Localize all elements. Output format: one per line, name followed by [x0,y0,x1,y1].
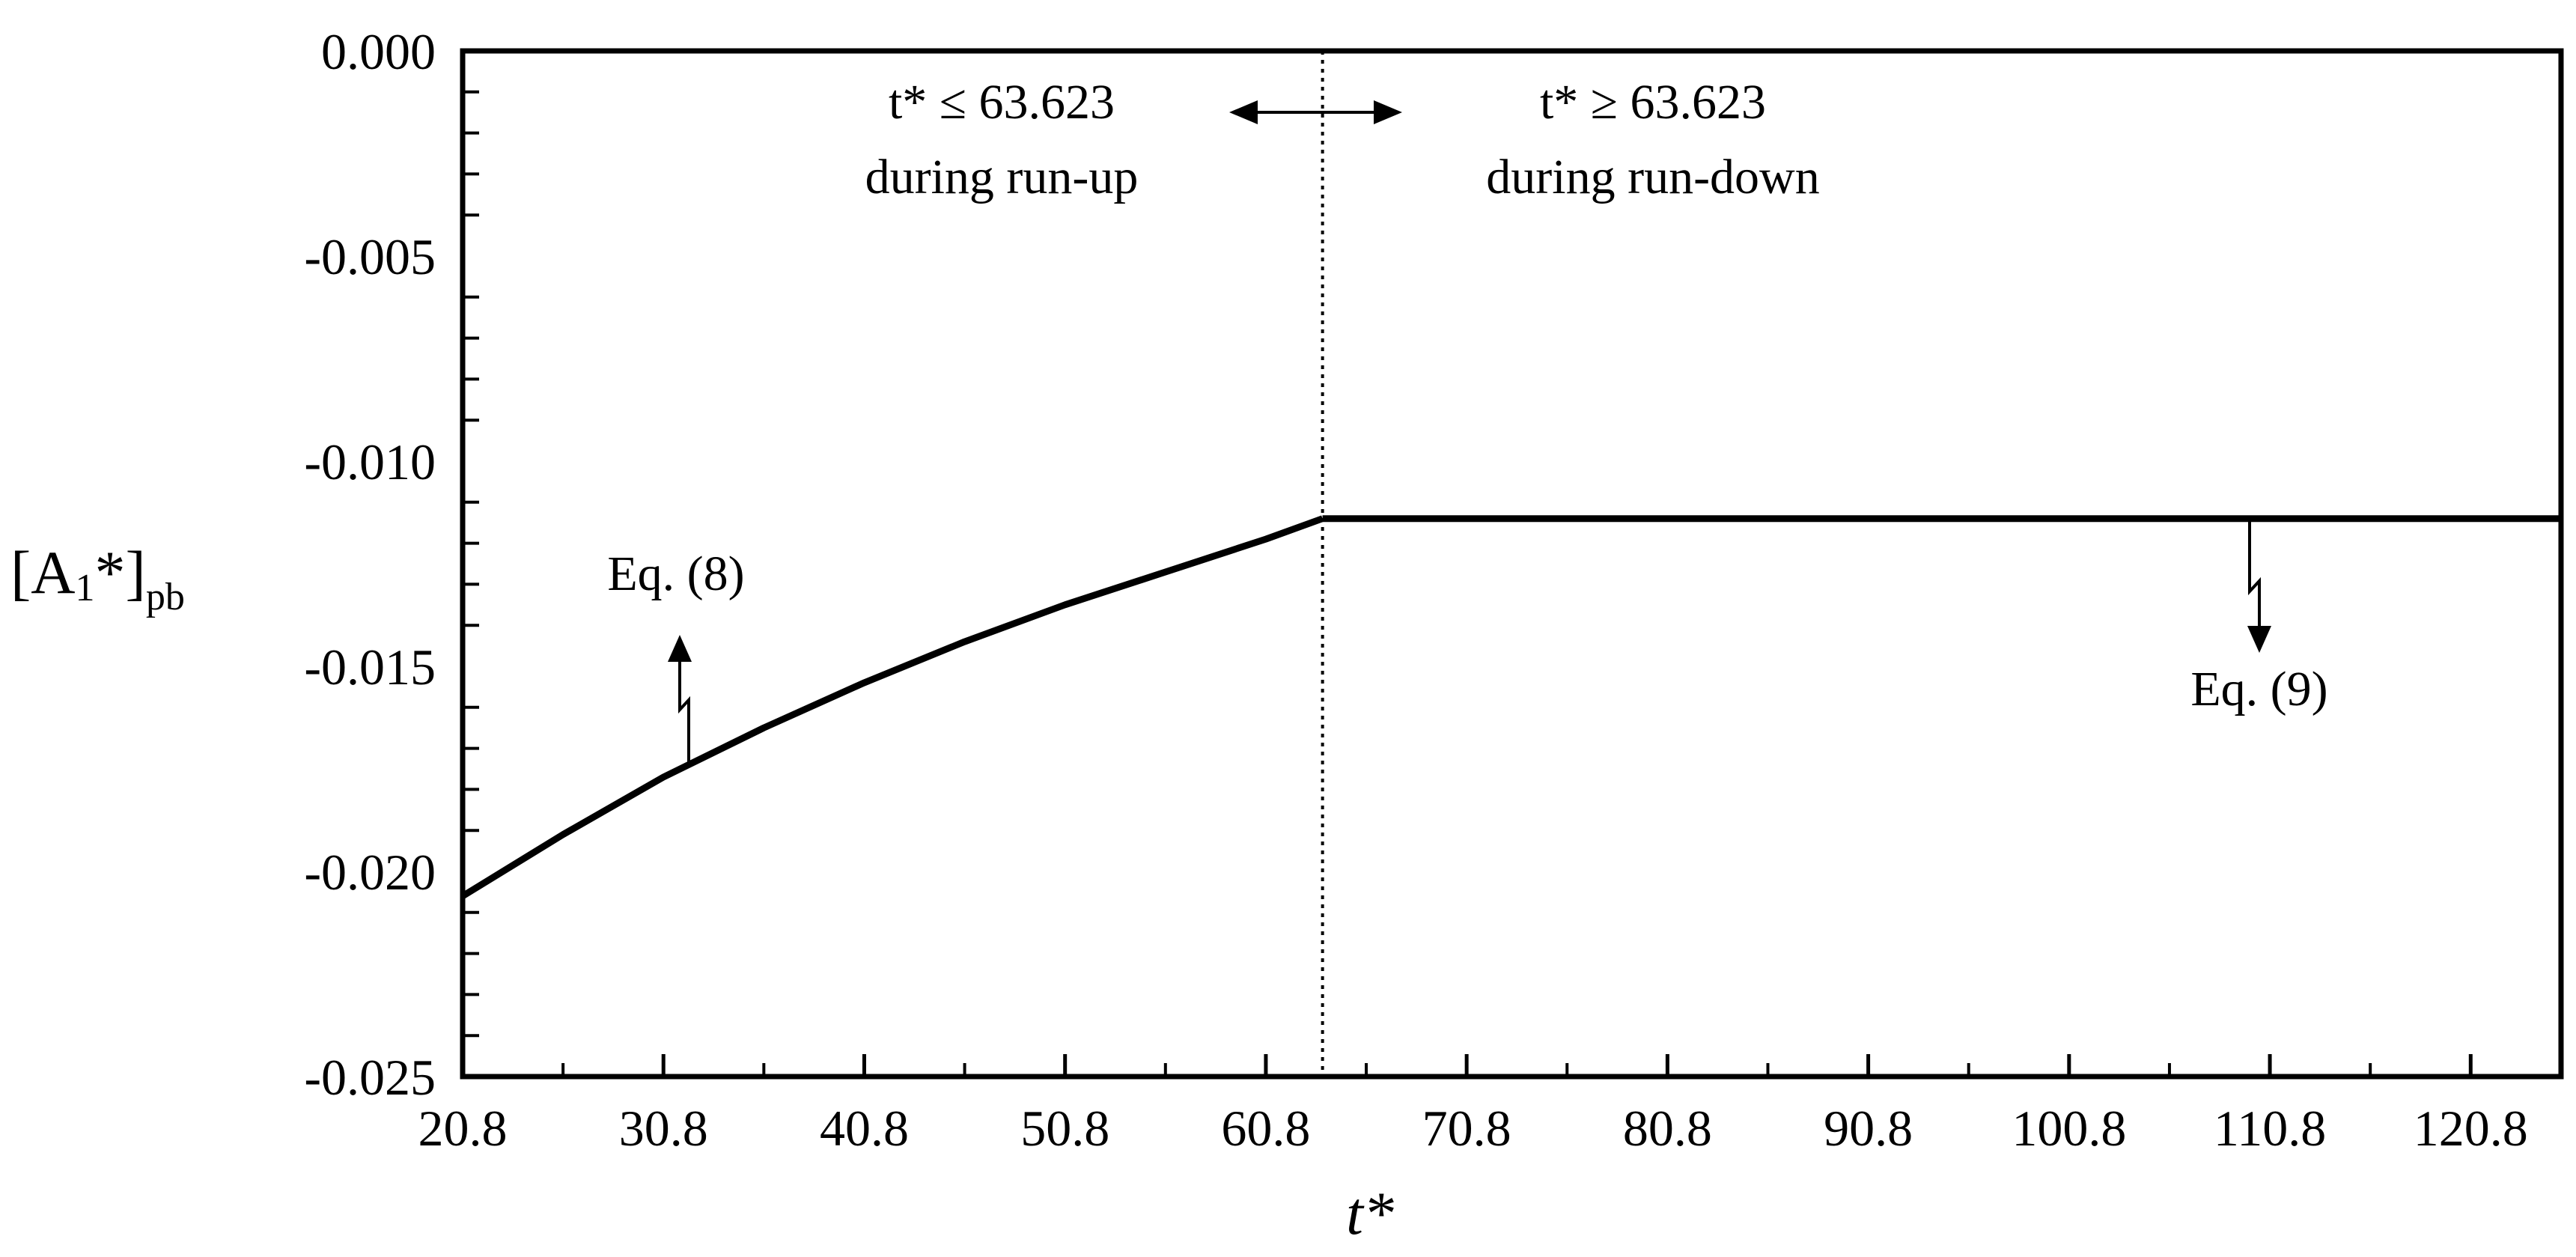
y-tick-label: -0.010 [304,433,436,490]
x-tick-label: 40.8 [820,1100,909,1157]
x-tick-labels: 20.8 30.8 40.8 50.8 60.8 70.8 80.8 90.8 100.8 110… [418,1100,2528,1157]
x-tick-label: 100.8 [2012,1100,2126,1157]
y-tick-labels: 0.000 -0.005 -0.010 -0.015 -0.020 -0.025 [304,23,436,1106]
plot-frame [460,48,2564,1080]
eq8-label: Eq. (8) [607,547,744,601]
eq9-label: Eq. (9) [2190,662,2327,716]
y-tick-label: -0.015 [304,639,436,696]
series-line-1 [460,515,1324,899]
y-axis-title-main: [A [10,538,76,606]
double-arrow-icon [1229,100,1402,124]
y-tick-label: 0.000 [321,23,436,80]
x-tick-label: 50.8 [1020,1100,1109,1157]
y-axis-title-sub2: pb [146,576,185,618]
eq8-pointer-arrow-icon [668,635,692,765]
left-phase-label: during run-up [865,150,1139,204]
x-tick-label: 80.8 [1623,1100,1712,1157]
x-tick-label: 120.8 [2414,1100,2528,1157]
x-tick-label: 60.8 [1221,1100,1310,1157]
data-series [460,515,2561,899]
left-condition-label: t* ≤ 63.623 [889,75,1115,130]
right-phase-label: during run-down [1486,150,1819,204]
right-condition-label: t* ≥ 63.623 [1540,75,1766,130]
x-tick-label: 90.8 [1824,1100,1913,1157]
x-tick-label: 70.8 [1422,1100,1511,1157]
y-axis-title-sub1: 1 [76,567,95,609]
y-tick-label: -0.020 [304,844,436,901]
tick-marks [460,90,2473,1077]
y-axis-title-star: *] [95,538,146,606]
x-tick-label: 110.8 [2214,1100,2326,1157]
x-tick-label: 20.8 [418,1100,508,1157]
y-axis-title: [A1*]pb [10,538,185,618]
x-tick-label: 30.8 [619,1100,708,1157]
eq9-pointer-arrow-icon [2247,518,2271,653]
x-axis-title: t* [1346,1179,1394,1247]
y-tick-label: -0.025 [304,1049,436,1106]
y-tick-label: -0.005 [304,228,436,285]
